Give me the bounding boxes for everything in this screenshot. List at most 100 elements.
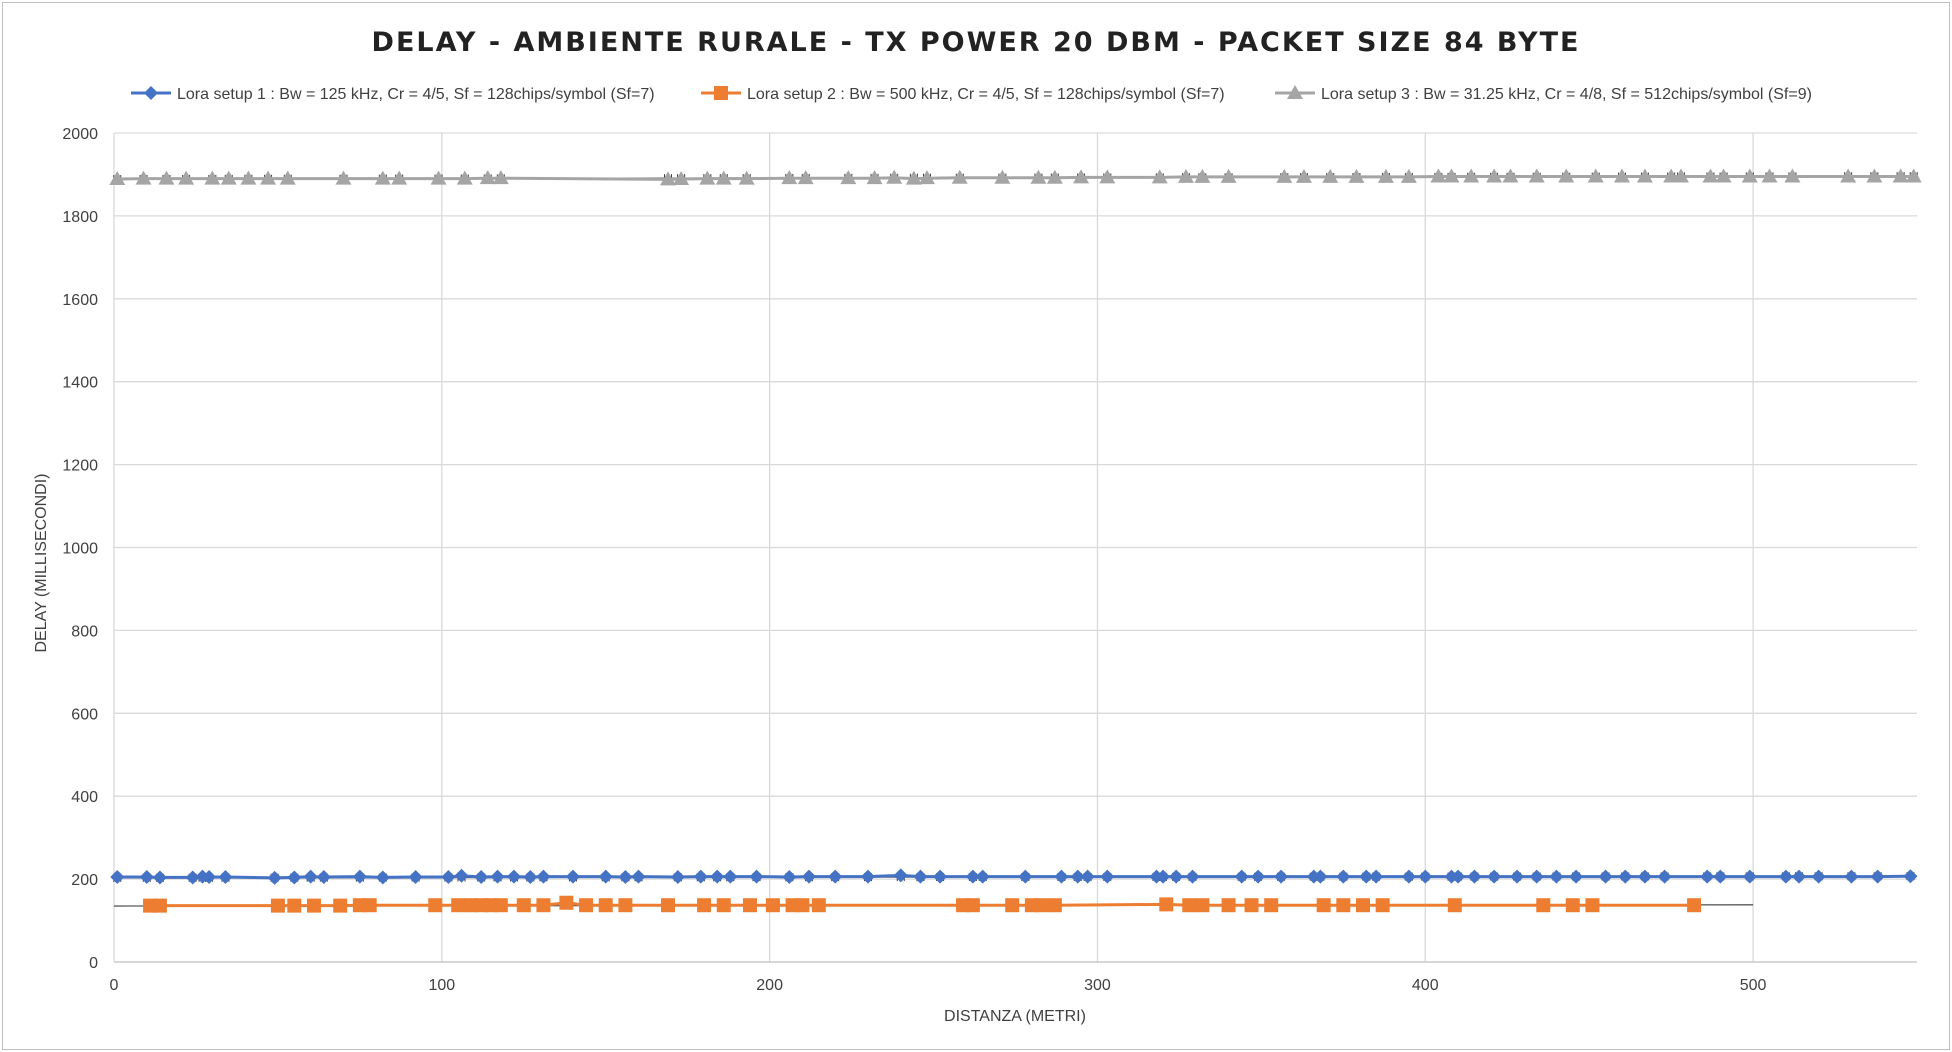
data-point [152, 898, 167, 913]
legend-marker [144, 86, 158, 100]
data-point [618, 870, 633, 885]
x-axis-ticks: 0 100 200 300 400 500 [110, 977, 1767, 994]
data-point [306, 898, 321, 913]
data-point [1375, 898, 1390, 913]
data-point [333, 898, 348, 913]
data-point [618, 898, 633, 913]
data-point [738, 170, 755, 185]
data-point [352, 869, 367, 884]
data-point [1054, 869, 1069, 884]
data-point [1700, 869, 1715, 884]
data-point [1636, 168, 1653, 183]
data-point [951, 169, 968, 184]
data-point [975, 869, 990, 884]
legend-label: Lora setup 3 : Bw = 31.25 kHz, Cr = 4/8,… [1321, 86, 1812, 103]
y-tick-label: 0 [89, 955, 98, 972]
data-point [1549, 869, 1564, 884]
y-tick-label: 1600 [62, 292, 98, 309]
data-point [1377, 168, 1394, 183]
data-point [994, 169, 1011, 184]
data-point [479, 170, 496, 185]
data-point [1529, 869, 1544, 884]
data-point [1316, 898, 1331, 913]
data-point [749, 869, 764, 884]
data-point [1905, 168, 1922, 183]
data-point [1018, 869, 1033, 884]
data-point [631, 869, 646, 884]
data-point [1486, 168, 1503, 183]
data-point [723, 869, 738, 884]
data-point [1251, 869, 1266, 884]
data-point [1070, 869, 1085, 884]
data-point [781, 170, 798, 185]
data-point [866, 170, 883, 185]
data-point [1156, 869, 1171, 884]
x-tick-label: 500 [1740, 977, 1767, 994]
data-point [1870, 869, 1885, 884]
data-point [660, 171, 677, 186]
data-point [1558, 168, 1575, 183]
data-point [1618, 869, 1633, 884]
data-point [1169, 869, 1184, 884]
data-point [391, 170, 408, 185]
data-point [1741, 168, 1758, 183]
series-line [150, 901, 1695, 908]
legend-marker [1287, 85, 1303, 99]
data-point [1565, 898, 1580, 913]
y-tick-label: 400 [71, 789, 98, 806]
data-point [110, 870, 125, 885]
data-point [1451, 869, 1466, 884]
data-point [742, 898, 757, 913]
data-point [1903, 869, 1918, 884]
data-point [1276, 168, 1293, 183]
data-point [1369, 869, 1384, 884]
data-point [1715, 168, 1732, 183]
data-point [490, 869, 505, 884]
data-point [451, 898, 466, 913]
data-point [716, 898, 731, 913]
data-point [1400, 168, 1417, 183]
data-point [158, 170, 175, 185]
data-point [1598, 869, 1613, 884]
data-point [715, 170, 732, 185]
data-point [1336, 898, 1351, 913]
data-point [536, 869, 551, 884]
data-point [1182, 898, 1197, 913]
data-point [1313, 869, 1328, 884]
data-point [1194, 168, 1211, 183]
data-point [1295, 168, 1312, 183]
data-point [1185, 869, 1200, 884]
data-point [598, 869, 613, 884]
legend: Lora setup 1 : Bw = 125 kHz, Cr = 4/5, S… [131, 85, 1812, 103]
data-point [240, 170, 257, 185]
data-point [579, 898, 594, 913]
data-point [1430, 168, 1447, 183]
data-point [430, 170, 447, 185]
data-point [886, 169, 903, 184]
y-tick-label: 1400 [62, 375, 98, 392]
data-point [408, 870, 423, 885]
data-point [1672, 168, 1689, 183]
data-point [1761, 168, 1778, 183]
data-point [220, 170, 237, 185]
data-point [139, 870, 154, 885]
data-point [559, 895, 574, 910]
data-point [782, 870, 797, 885]
data-point [1657, 869, 1672, 884]
data-point [1713, 869, 1728, 884]
y-tick-label: 1000 [62, 541, 98, 558]
data-point [375, 870, 390, 885]
data-point [1151, 169, 1168, 184]
x-tick-label: 400 [1412, 977, 1439, 994]
data-point [1447, 898, 1462, 913]
data-point [152, 870, 167, 885]
data-point [673, 171, 690, 186]
data-point [1587, 168, 1604, 183]
data-point [1348, 168, 1365, 183]
plot-area [109, 168, 1922, 913]
data-point [965, 898, 980, 913]
data-point [279, 170, 296, 185]
data-point [1359, 869, 1374, 884]
y-tick-label: 2000 [62, 126, 98, 143]
